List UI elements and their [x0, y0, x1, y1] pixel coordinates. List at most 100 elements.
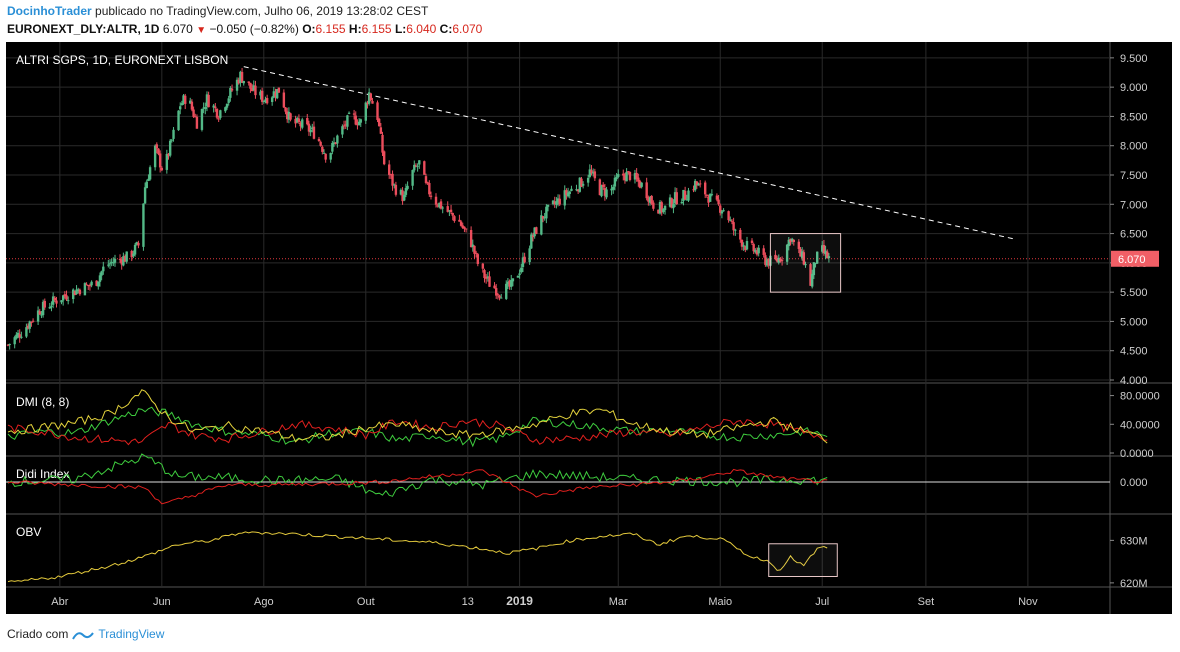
candle-body — [289, 113, 292, 120]
candle-body — [83, 283, 87, 296]
candle-body — [673, 192, 677, 204]
candle-body — [376, 102, 379, 120]
candle-body — [66, 300, 70, 302]
candle-body — [645, 182, 648, 199]
published-info: publicado no TradingView.com, Julho 06, … — [95, 4, 429, 18]
candle-body — [48, 306, 51, 309]
candle-body — [476, 254, 480, 264]
candle-body — [541, 216, 545, 219]
time-axis[interactable]: Abr Jun Ago Out 13 2019 Mar Maio Jul Set Nov — [51, 594, 1038, 608]
publication-line: DocinhoTrader publicado no TradingView.c… — [7, 4, 428, 18]
price-tick-label: 6.500 — [1120, 229, 1148, 241]
candle-body — [816, 251, 819, 264]
candle-body — [742, 245, 745, 247]
candle-body — [18, 334, 21, 338]
candle-body — [242, 80, 245, 84]
candle-body — [729, 219, 732, 221]
candle-body — [294, 118, 297, 124]
dmi-y-axis: 80.0000 40.0000 0.0000 — [1110, 391, 1160, 460]
price-highlight-box[interactable] — [769, 233, 842, 293]
candle-body — [792, 239, 796, 242]
candle-body — [682, 189, 685, 201]
price-pane[interactable]: ALTRI SGPS, 1D, EURONEXT LISBON 9.500 9.0… — [6, 53, 1159, 387]
candle-body — [77, 289, 80, 291]
candle-body — [558, 198, 561, 205]
candle-body — [692, 189, 695, 191]
obv-pane[interactable]: OBV 630M 620M — [7, 525, 1148, 590]
price-tick-label: 4.500 — [1120, 346, 1148, 358]
candle-body — [369, 93, 373, 101]
dmi-tick-label: 0.0000 — [1120, 448, 1154, 460]
didi-pane[interactable]: Didi Index 0.000 — [6, 453, 1148, 505]
candle-body — [31, 320, 35, 322]
chart-svg[interactable]: ALTRI SGPS, 1D, EURONEXT LISBON 9.500 9.0… — [6, 42, 1172, 614]
candle-body — [217, 118, 220, 120]
candle-body — [578, 177, 581, 192]
candle-body — [590, 170, 593, 174]
candle-body — [416, 165, 419, 167]
candle-body — [366, 103, 369, 105]
candle-body — [622, 173, 625, 176]
candle-body — [555, 201, 558, 205]
candle-body — [800, 251, 804, 258]
candle-body — [658, 201, 662, 214]
candle-body — [568, 191, 571, 195]
candle-body — [551, 200, 555, 205]
price-y-axis[interactable]: 9.5009.0008.5008.0007.5007.0006.5006.000… — [1110, 53, 1148, 387]
candle-body — [15, 334, 18, 339]
price-tick-label: 9.000 — [1120, 82, 1148, 94]
candle-body — [158, 153, 162, 168]
candle-body — [73, 290, 77, 296]
candle-body — [598, 179, 602, 196]
candle-body — [275, 89, 279, 99]
candle-body — [506, 281, 510, 285]
candle-body — [603, 188, 607, 196]
candle-body — [581, 183, 585, 186]
candle-body — [40, 314, 43, 316]
chart-area[interactable]: ALTRI SGPS, 1D, EURONEXT LISBON 9.500 9.0… — [6, 42, 1172, 614]
candle-body — [272, 91, 276, 98]
price-tick-label: 5.000 — [1120, 316, 1148, 328]
candle-body — [95, 280, 98, 286]
candle-body — [192, 109, 195, 117]
candle-body — [799, 249, 802, 257]
obv-tick-label: 630M — [1120, 535, 1148, 547]
dmi-tick-label: 80.0000 — [1120, 391, 1160, 403]
candle-body — [180, 103, 184, 106]
candle-body — [414, 165, 418, 167]
candle-body — [810, 273, 814, 287]
footer-brand[interactable]: TradingView — [98, 627, 165, 641]
candle-body — [698, 183, 702, 185]
candle-body — [424, 176, 428, 183]
candle-body — [30, 321, 33, 323]
candle-body — [367, 92, 371, 104]
time-tick-label: Jul — [815, 596, 829, 608]
candle-body — [727, 211, 730, 221]
trend-line[interactable] — [243, 66, 1017, 240]
candle-body — [720, 211, 724, 214]
candle-body — [404, 187, 408, 195]
candle-body — [680, 201, 683, 204]
candle-body — [287, 111, 291, 120]
candle-body — [553, 201, 556, 205]
dmi-pane[interactable]: DMI (8, 8) 80.0000 40.0000 0.0000 — [7, 389, 1160, 460]
candle-body — [214, 106, 217, 109]
candle-body — [43, 300, 46, 308]
candle-body — [605, 189, 608, 198]
last-price: 6.070 — [162, 22, 193, 36]
candle-body — [357, 121, 361, 126]
last-price-tag — [1111, 250, 1159, 267]
candle-body — [602, 184, 605, 188]
candle-body — [785, 244, 789, 262]
candle-body — [229, 87, 232, 98]
candle-body — [540, 215, 543, 235]
candle-body — [205, 94, 209, 107]
candle-body — [591, 172, 595, 174]
candle-body — [418, 160, 421, 165]
candle-body — [516, 275, 520, 278]
author-name[interactable]: DocinhoTrader — [7, 4, 92, 18]
candle-body — [334, 142, 337, 144]
candle-body — [531, 235, 535, 238]
candle-body — [697, 183, 700, 186]
obv-highlight-box[interactable] — [768, 543, 838, 577]
